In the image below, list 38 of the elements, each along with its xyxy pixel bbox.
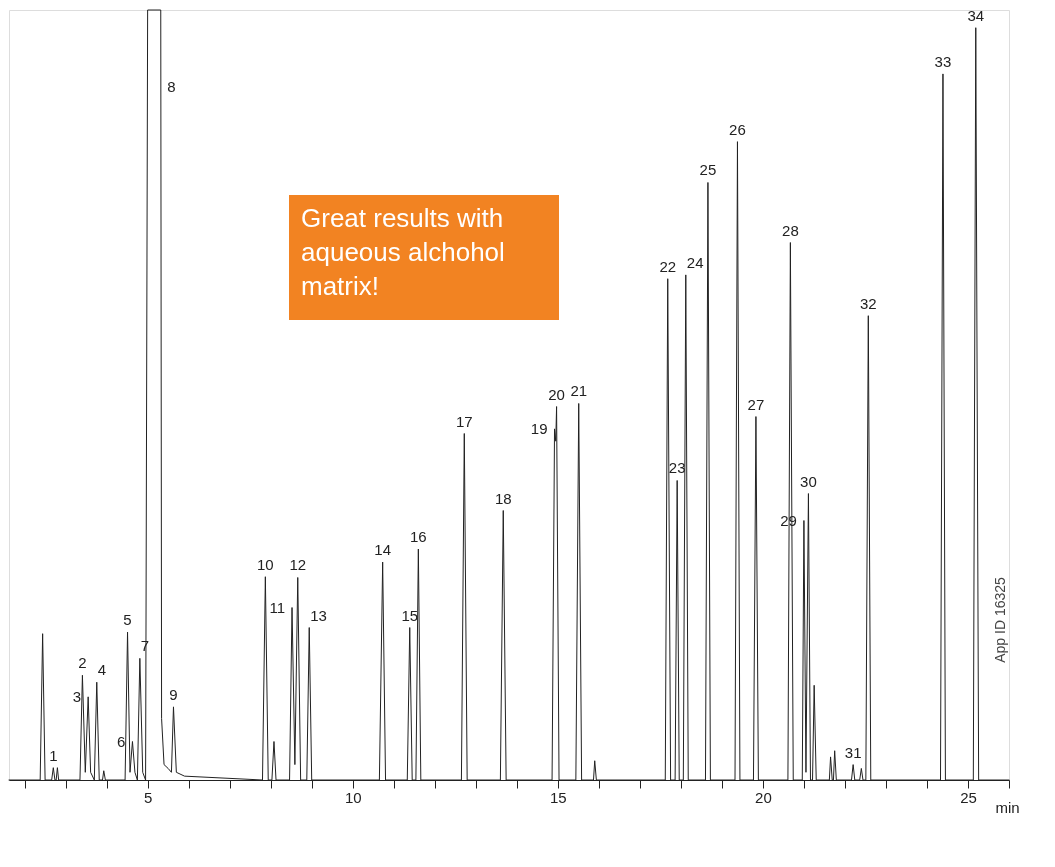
annotation: 22 xyxy=(659,257,677,275)
annotation: 2 xyxy=(78,654,87,672)
annotation: 30 xyxy=(800,472,817,490)
annotation: 9 xyxy=(169,685,178,703)
annotation: 4 xyxy=(97,661,107,679)
annotation: 8 xyxy=(167,78,176,95)
x-tick-label: 5 xyxy=(143,788,153,806)
annotation: App ID 16325 xyxy=(992,576,1008,663)
annotation: 3 xyxy=(72,687,82,705)
annotation: 6 xyxy=(117,732,126,750)
x-tick-label: 15 xyxy=(549,788,567,806)
annotation: 5 xyxy=(123,611,132,629)
annotation: 34 xyxy=(967,6,985,24)
annotation: 19 xyxy=(530,419,548,437)
annotation: 11 xyxy=(269,598,286,616)
annotation: 33 xyxy=(934,52,952,70)
annotation: 20 xyxy=(548,385,565,403)
annotation: 16 xyxy=(410,528,427,545)
annotation: 17 xyxy=(455,412,473,430)
annotation: 1 xyxy=(49,746,58,764)
x-tick-label: 20 xyxy=(755,788,772,806)
annotation: 12 xyxy=(289,556,307,574)
annotation: 28 xyxy=(782,221,799,239)
x-tick-label: 10 xyxy=(344,788,362,806)
annotation: 27 xyxy=(747,395,765,413)
annotation: Great results with aqueous alchohol matrix! xyxy=(301,203,505,301)
annotation: 25 xyxy=(699,161,717,179)
x-tick-label: 25 xyxy=(960,788,977,806)
x-axis-title: min xyxy=(995,798,1020,816)
annotation: 13 xyxy=(310,606,327,624)
annotation: 31 xyxy=(844,743,862,761)
annotation: 14 xyxy=(374,541,392,559)
annotation: 21 xyxy=(570,382,588,400)
annotation: 10 xyxy=(257,555,274,573)
annotation: 26 xyxy=(729,120,746,138)
annotation: 18 xyxy=(494,489,512,507)
annotation: 24 xyxy=(686,253,704,271)
annotation: 32 xyxy=(859,294,877,312)
